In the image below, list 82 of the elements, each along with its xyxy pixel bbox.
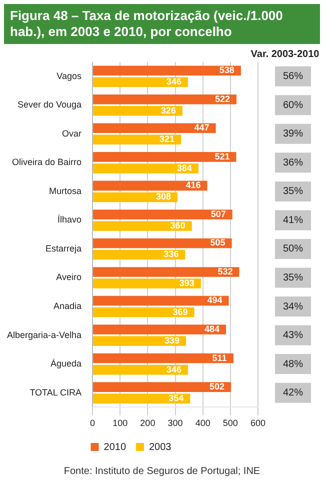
data-label: 502	[209, 382, 224, 392]
y-tick-label: Ovar	[62, 128, 82, 138]
x-tick-label: 100	[112, 418, 128, 428]
text: 50%	[282, 244, 304, 255]
y-tick-label: Sever do Vouga	[17, 100, 82, 110]
bar	[93, 364, 188, 375]
text: 36%	[282, 157, 304, 168]
y-tick-label: Murtosa	[49, 186, 82, 196]
bar	[93, 278, 201, 288]
y-tick-label: Oliveira do Bairro	[12, 157, 82, 168]
data-label: 505	[210, 238, 226, 248]
y-tick-label: Estarreja	[46, 243, 82, 254]
x-tick-label: 600	[250, 418, 266, 428]
text: 48%	[282, 358, 304, 370]
data-label: 416	[186, 180, 201, 190]
bar	[93, 152, 236, 162]
bar	[93, 353, 234, 364]
bar	[93, 164, 198, 174]
bar	[93, 123, 216, 134]
x-tick-label: 0	[90, 418, 96, 428]
data-label: 308	[156, 192, 171, 202]
bar	[93, 324, 226, 334]
data-label: 511	[212, 352, 227, 363]
bar	[93, 394, 190, 404]
text: 41%	[282, 214, 304, 226]
chart-title: Figura 48 – Taxa de motorização (veic./1.000 hab.), em 2003 e 2010, por concelho	[4, 4, 320, 44]
bar	[93, 66, 241, 76]
bar	[93, 267, 240, 277]
text: Var. 2003-2010	[250, 48, 320, 60]
y-tick-label: Aveiro	[56, 272, 82, 282]
data-label: 346	[166, 76, 182, 87]
bar	[93, 238, 232, 248]
data-label: 339	[164, 336, 180, 346]
data-label: 393	[179, 278, 194, 288]
data-label: 369	[172, 306, 188, 317]
data-label: 360	[170, 220, 186, 230]
source-note: Fonte: Instituto de Seguros de Portugal; INE	[62, 466, 262, 477]
data-label: 532	[218, 266, 233, 276]
bar	[93, 210, 232, 220]
x-tick-label: 300	[168, 418, 183, 428]
bar	[93, 134, 182, 145]
text: 35%	[282, 272, 304, 284]
y-tick-label: TOTAL CIRA	[30, 387, 82, 398]
text: 42%	[282, 388, 304, 399]
bar	[93, 336, 186, 346]
y-tick-label: Ílhavo	[58, 214, 82, 225]
x-tick-label: 500	[222, 418, 238, 428]
data-label: 354	[168, 393, 184, 404]
x-tick-label: 200	[140, 418, 156, 428]
data-label: 494	[207, 295, 222, 306]
bar	[93, 94, 236, 104]
text: 60%	[282, 100, 304, 111]
data-label: 447	[194, 122, 210, 133]
bar	[93, 106, 182, 116]
bar	[93, 382, 231, 392]
bar	[93, 296, 229, 306]
data-label: 521	[214, 151, 230, 162]
y-tick-label: Águeda	[50, 358, 82, 369]
data-label: 336	[164, 249, 179, 260]
data-label: 346	[166, 364, 182, 374]
data-label: 538	[219, 65, 234, 76]
text: 43%	[282, 330, 304, 342]
data-label: 507	[210, 208, 226, 219]
data-label: 326	[160, 105, 176, 116]
y-tick-label: Vagos	[56, 70, 82, 81]
data-label: 384	[176, 162, 192, 173]
data-label: 484	[204, 324, 220, 334]
text: 35%	[282, 186, 304, 198]
bar	[93, 180, 208, 191]
data-label: 522	[214, 94, 230, 104]
text: 39%	[282, 128, 304, 140]
legend-label: 2010	[104, 442, 126, 453]
y-tick-label: Anadia	[54, 301, 82, 311]
bar	[93, 221, 192, 231]
data-label: 321	[160, 134, 175, 144]
text: 34%	[282, 301, 304, 312]
x-tick-label: 400	[195, 418, 210, 428]
y-tick-label: Albergaria-a-Velha	[7, 330, 82, 340]
bar	[93, 307, 194, 318]
legend-label: 2003	[149, 442, 172, 453]
bar	[93, 77, 188, 88]
text: 56%	[282, 71, 304, 82]
